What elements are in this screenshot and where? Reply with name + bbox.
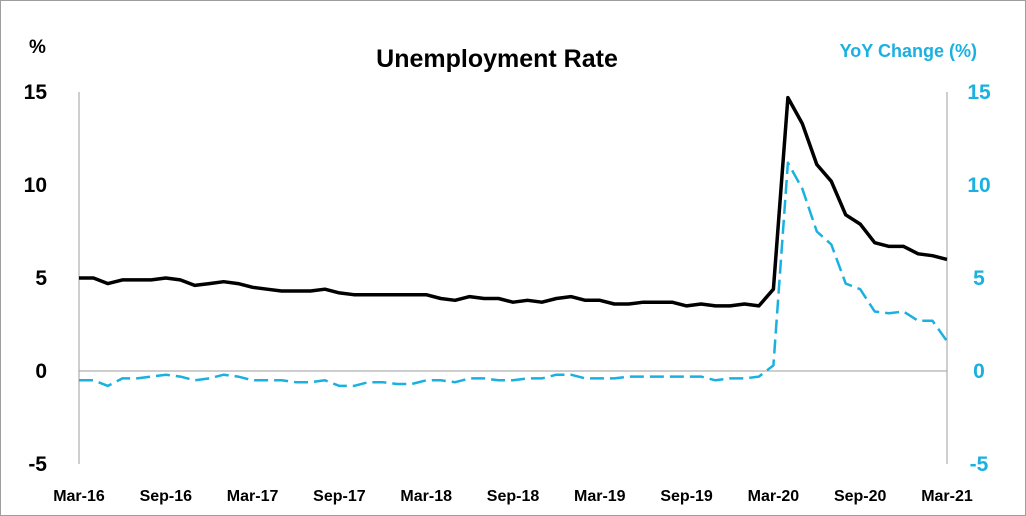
x-tick-label: Sep-18	[487, 488, 540, 505]
left-tick-label: 5	[35, 267, 47, 290]
right-tick-label: 0	[973, 360, 985, 383]
right-axis-ticks: 15 10 5 0 -5	[967, 81, 991, 476]
x-tick-label: Sep-16	[140, 488, 193, 505]
x-tick-label: Mar-19	[574, 488, 626, 505]
series-group	[79, 95, 949, 388]
right-tick-label: -5	[970, 453, 989, 476]
x-tick-label: Sep-20	[834, 488, 887, 505]
left-tick-label: -5	[28, 453, 47, 476]
chart-title: Unemployment Rate	[376, 45, 618, 73]
right-axis-title: YoY Change (%)	[840, 41, 977, 61]
x-tick-label: Mar-16	[53, 488, 105, 505]
unemployment-rate-line	[79, 95, 948, 308]
x-tick-label: Mar-18	[400, 488, 452, 505]
x-tick-label: Mar-17	[227, 488, 279, 505]
x-axis-ticks: Mar-16 Sep-16 Mar-17 Sep-17 Mar-18 Sep-18 Mar-…	[53, 488, 973, 505]
x-tick-label: Mar-20	[748, 488, 800, 505]
left-tick-label: 15	[24, 81, 48, 104]
left-tick-label: 10	[24, 174, 47, 197]
right-tick-label: 15	[967, 81, 991, 104]
right-tick-label: 5	[973, 267, 985, 290]
left-axis-ticks: 15 10 5 0 -5	[24, 81, 48, 476]
left-tick-label: 0	[35, 360, 47, 383]
right-tick-label: 10	[967, 174, 990, 197]
x-tick-label: Sep-19	[660, 488, 713, 505]
x-tick-label: Mar-21	[921, 488, 973, 505]
x-tick-label: Sep-17	[313, 488, 366, 505]
yoy-change-line	[79, 161, 949, 388]
left-axis-unit: %	[29, 37, 46, 58]
